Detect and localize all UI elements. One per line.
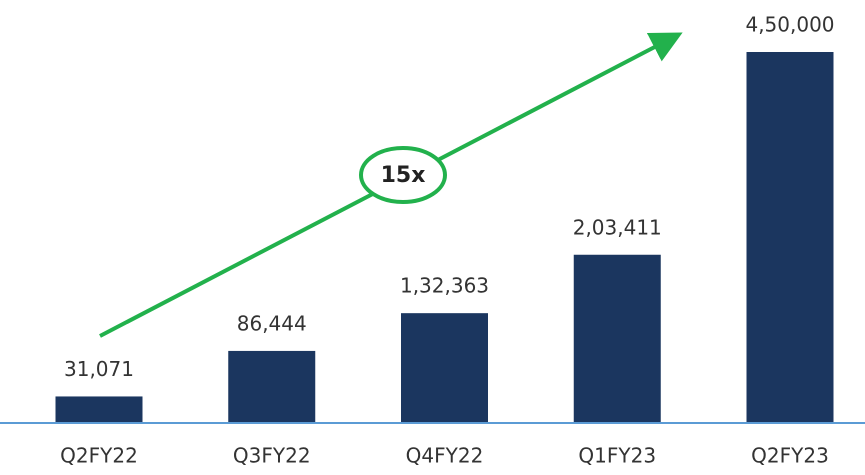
- bar: [401, 313, 488, 422]
- bar: [55, 396, 143, 422]
- value-label: 4,50,000: [745, 13, 834, 37]
- x-tick-label: Q1FY23: [578, 444, 656, 468]
- x-tick-label: Q4FY22: [406, 444, 484, 468]
- annotation: 15x: [381, 163, 426, 188]
- value-label: 1,32,363: [400, 274, 489, 298]
- annotation-bubble: [359, 146, 447, 204]
- bar: [573, 254, 661, 422]
- x-tick-label: Q3FY22: [233, 444, 311, 468]
- x-tick-label: Q2FY23: [751, 444, 829, 468]
- bar: [746, 52, 834, 422]
- value-label: 2,03,411: [573, 215, 662, 239]
- value-label: 31,071: [64, 357, 134, 381]
- value-label: 86,444: [237, 311, 307, 335]
- x-tick-label: Q2FY22: [60, 444, 138, 468]
- bar: [228, 350, 316, 422]
